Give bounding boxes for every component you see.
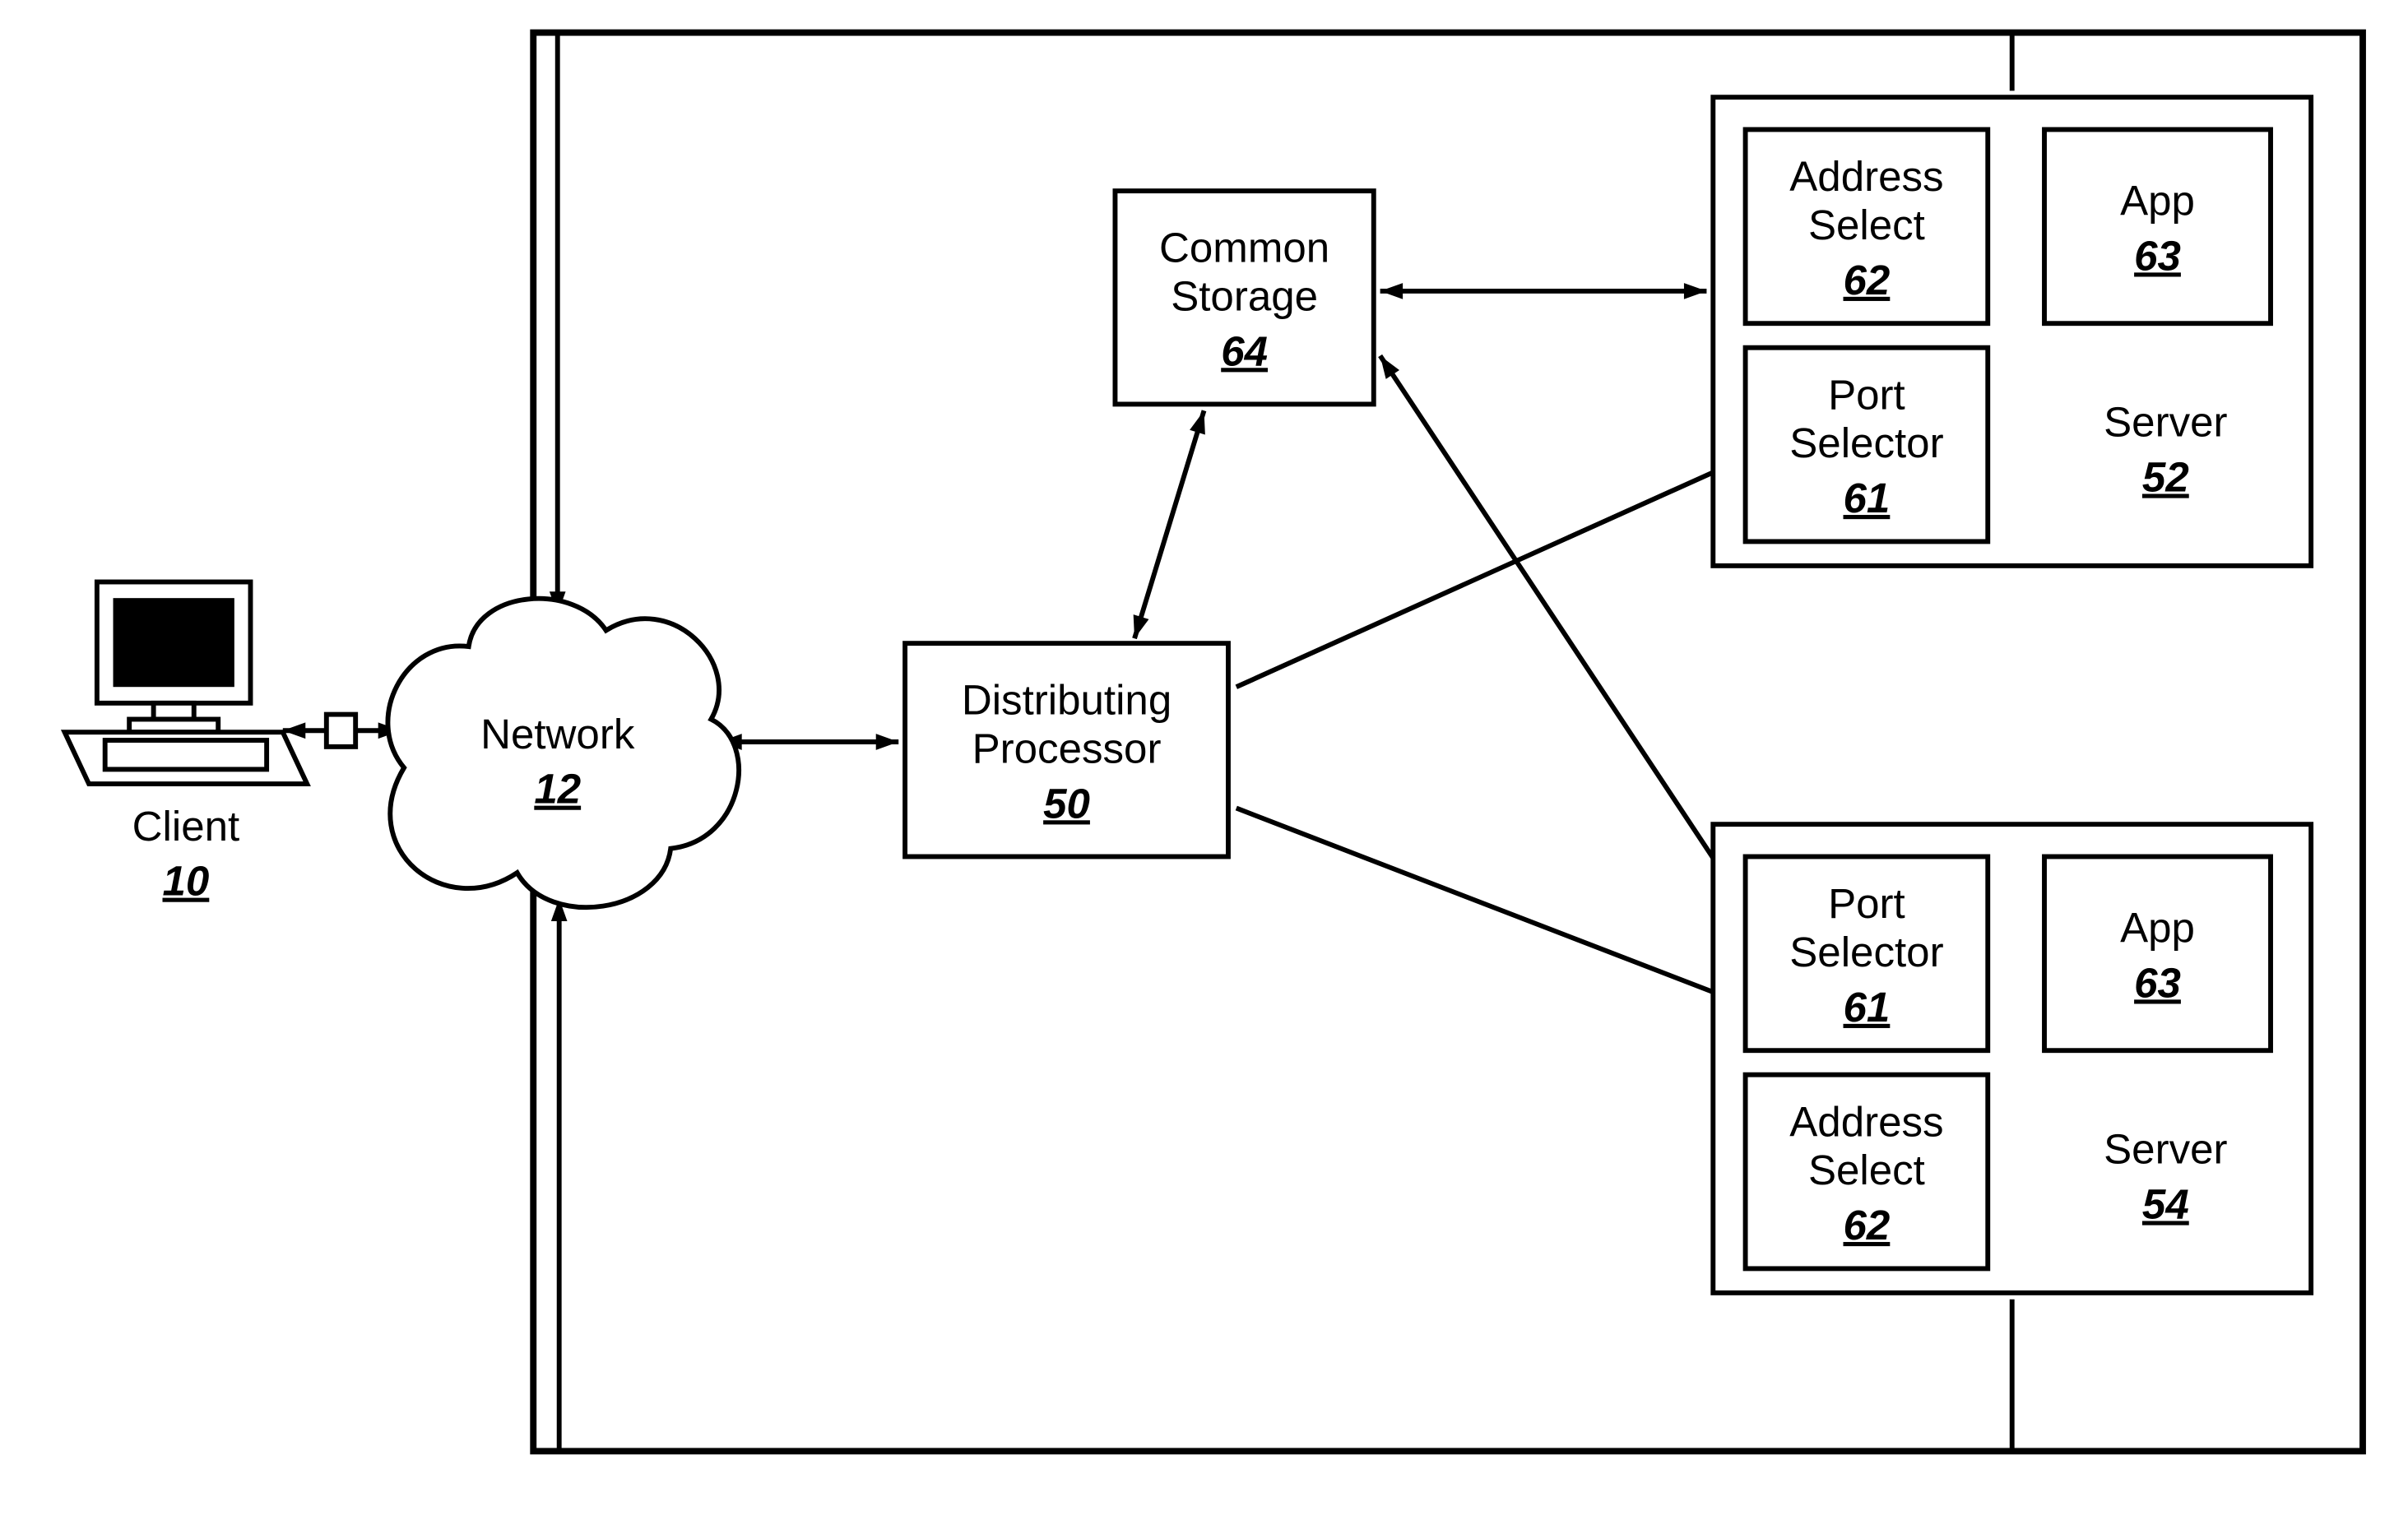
client-ref: 10 xyxy=(163,858,210,905)
dist-common xyxy=(1134,410,1205,638)
network-label: Network xyxy=(480,711,635,758)
distributing-processor-label: Distributing xyxy=(962,677,1172,724)
address-select-2-label: Address xyxy=(1789,1098,1943,1145)
address-select-2-label: Select xyxy=(1808,1147,1925,1193)
network-cloud: Network 12 xyxy=(387,599,739,907)
client-network xyxy=(283,715,401,747)
port-selector-2-ref: 61 xyxy=(1844,984,1891,1031)
address-select-2-ref: 62 xyxy=(1844,1202,1891,1249)
network-ref: 12 xyxy=(534,766,581,813)
app-2: App 63 xyxy=(2044,856,2271,1050)
server-2-label: Server xyxy=(2104,1126,2227,1173)
address-select-1-label: Select xyxy=(1808,202,1925,248)
common-server2 xyxy=(1380,355,1739,897)
distributing-processor: DistributingProcessor 50 xyxy=(905,643,1228,856)
client: Client 10 xyxy=(65,582,308,905)
port-selector-1-label: Port xyxy=(1828,371,1905,418)
common-storage-label: Common xyxy=(1159,225,1329,271)
app-1-label: App xyxy=(2120,178,2195,225)
app-1: App 63 xyxy=(2044,129,2271,323)
server-2-ref: 54 xyxy=(2142,1181,2189,1228)
distributing-processor-ref: 50 xyxy=(1043,780,1090,827)
app-2-label: App xyxy=(2120,905,2195,952)
port-selector-2-label: Port xyxy=(1828,880,1905,927)
client-label: Client xyxy=(132,803,240,850)
port-selector-2: PortSelector 61 xyxy=(1746,856,1988,1050)
server-1-label: Server xyxy=(2104,399,2227,446)
address-select-1-label: Address xyxy=(1789,153,1943,200)
dist-port1 xyxy=(1236,461,1739,687)
port-selector-1-label: Selector xyxy=(1789,419,1943,466)
address-select-2: AddressSelect 62 xyxy=(1746,1075,1988,1269)
server-1-ref: 52 xyxy=(2142,454,2189,501)
app-2-ref: 63 xyxy=(2134,959,2181,1006)
address-select-1-ref: 62 xyxy=(1844,257,1891,303)
network-dist xyxy=(719,734,898,750)
common-storage: CommonStorage 64 xyxy=(1115,191,1373,404)
port-selector-1-ref: 61 xyxy=(1844,475,1891,521)
distributing-processor-label: Processor xyxy=(972,725,1162,772)
common-storage-label: Storage xyxy=(1171,272,1318,319)
port-selector-2-label: Selector xyxy=(1789,929,1943,975)
address-select-1: AddressSelect 62 xyxy=(1746,129,1988,323)
port-selector-1: PortSelector 61 xyxy=(1746,348,1988,542)
common-storage-ref: 64 xyxy=(1221,327,1268,374)
dist-port2 xyxy=(1236,809,1739,1003)
app-1-ref: 63 xyxy=(2134,232,2181,279)
client-labels: Client 10 xyxy=(132,803,240,905)
common-server1 xyxy=(1380,283,1707,299)
